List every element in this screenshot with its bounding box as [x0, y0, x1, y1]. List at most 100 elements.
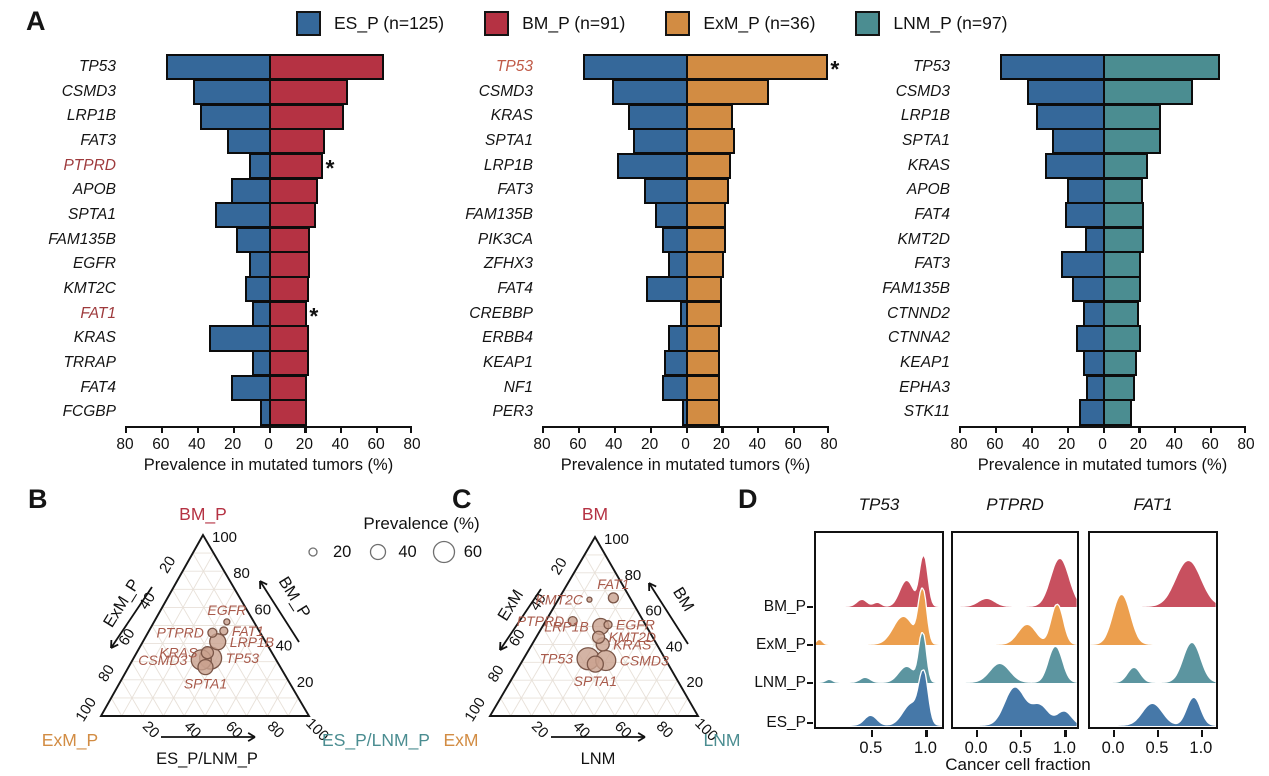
axis-tick-label: 40	[605, 436, 623, 453]
axis-tick-label: 60	[784, 436, 802, 453]
axis-tick-label: 40	[1022, 436, 1040, 453]
bar-lnm_p	[1102, 128, 1161, 155]
bar-es	[1079, 399, 1105, 426]
bar-bm_p	[268, 251, 311, 278]
axis-tick-label: 20	[1129, 436, 1147, 453]
ccf-tick	[1200, 730, 1204, 737]
ternary-tick-label: 20	[156, 553, 179, 576]
gene-point-label: CSMD3	[138, 652, 187, 668]
ccf-tick	[870, 730, 873, 737]
corner-label-top: BM_P	[179, 504, 227, 525]
axis-tick	[994, 426, 998, 433]
ccf-tick-label: 1.0	[1189, 739, 1213, 757]
axis-arrowhead	[499, 645, 508, 651]
ccf-tick-label: 1.0	[913, 739, 937, 757]
gene-label: KMT2D	[897, 230, 950, 248]
bar-es	[1075, 325, 1105, 352]
ternary-gridline	[151, 625, 206, 717]
gene-point-kmt2d	[591, 630, 606, 644]
bar-exm_p	[685, 226, 726, 253]
gene-point-label: FAT1	[232, 623, 264, 639]
ternary-gridline	[510, 679, 532, 717]
axis-tick	[1066, 426, 1069, 433]
axis-tick	[721, 426, 724, 433]
legend-item: LNM_P (n=97)	[855, 11, 1007, 36]
bar-es	[1072, 276, 1105, 303]
bar-es	[209, 325, 271, 352]
axis-tick	[1030, 426, 1033, 433]
axis-tick-label: 0	[1098, 436, 1107, 453]
ternary-tick-label: 40	[136, 589, 159, 612]
gene-point-fat1	[219, 626, 229, 636]
bar-bm_p	[268, 226, 311, 253]
gene-label: FAT3	[914, 255, 950, 273]
axis-arrowhead	[637, 736, 646, 742]
gene-point-label: FAT1	[597, 576, 629, 592]
bar-bm_p	[268, 325, 309, 352]
bar-bm_p	[268, 300, 307, 327]
ternary-gridline	[131, 661, 164, 717]
axis-tick	[1174, 426, 1177, 433]
axis-tick-label: 20	[641, 436, 659, 453]
ridge-title-fat1: FAT1	[1133, 495, 1173, 514]
gene-point-spta1	[586, 655, 604, 673]
ternary-tick-label: 40	[527, 591, 550, 614]
axis-tick-label: 40	[188, 436, 206, 453]
legend-item: ExM_P (n=36)	[665, 11, 815, 36]
bar-exm_p	[685, 202, 726, 229]
mirror-chart-es-vs-exm: TP53 CSMD3 KRAS SPTA1 LRP1B FAT3 FAM135B PIK3CA…	[442, 54, 839, 535]
ridge-svg	[953, 559, 1077, 727]
axis-tick-label: 80	[403, 436, 421, 453]
legend-label: ExM_P (n=36)	[703, 13, 816, 33]
bar-bm_p	[268, 399, 307, 426]
bar-es	[236, 226, 271, 253]
x-axis-title: Prevalence in mutated tumors (%)	[977, 456, 1228, 474]
ternary-axis-label: LNM	[581, 750, 616, 768]
axis-tick	[649, 426, 652, 433]
bar-bm_p	[268, 177, 318, 204]
gene-point-kmt2c	[586, 596, 593, 603]
ternary-gridline	[635, 662, 668, 717]
axis-tick-label: 60	[986, 436, 1004, 453]
gene-label: PER3	[492, 403, 534, 421]
bar-es	[227, 128, 271, 155]
ternary-gridline	[593, 626, 647, 717]
size-legend-value: 40	[398, 542, 417, 561]
bar-es	[214, 202, 271, 229]
gene-label: FAT4	[80, 378, 116, 396]
x-axis-title: Prevalence in mutated tumors (%)	[143, 456, 394, 474]
ternary-tick-label: 100	[72, 694, 100, 724]
axis-tick	[160, 426, 164, 433]
gene-label: PIK3CA	[477, 230, 533, 248]
gene-label: FAM135B	[465, 205, 533, 223]
axis-tick-label: 80	[116, 436, 134, 453]
size-legend-circle	[432, 540, 455, 564]
ternary-tick-label: 80	[264, 718, 288, 742]
ridge-row-tick	[807, 682, 813, 685]
bar-bm_p	[268, 276, 309, 303]
significance-asterisk: *	[830, 56, 840, 83]
gene-point-label: TP53	[540, 651, 574, 667]
axis-tick	[826, 426, 829, 433]
ternary-tick-label: 60	[254, 601, 271, 618]
bar-es	[611, 78, 688, 106]
gene-point-label: PTPRD	[156, 625, 203, 641]
ridge-title-ptprd: PTPRD	[986, 495, 1044, 514]
axis-tick-label: 60	[152, 436, 170, 453]
bar-plot-area: * * 80 60 40 20 0 20 40 60 80 Prevalence in mutated…	[116, 54, 421, 535]
axis-tick	[125, 426, 128, 433]
legend-label: LNM_P (n=97)	[893, 13, 1008, 33]
series-legend: ES_P (n=125) BM_P (n=91) ExM_P (n=36) LNM_P…	[296, 11, 1007, 36]
bar-exm_p	[685, 350, 721, 377]
gene-point-label: CSMD3	[620, 653, 669, 669]
axis-tick-label: 40	[748, 436, 766, 453]
axis-tick-label: 20	[1058, 436, 1076, 453]
bar-lnm_p	[1102, 202, 1145, 229]
ternary-tick-label: 60	[611, 718, 635, 742]
bar-es	[1066, 177, 1105, 204]
gene-point-label: LRP1B	[230, 634, 274, 650]
ternary-gridline	[521, 662, 553, 717]
ridge-fill-exm_p	[816, 588, 942, 645]
axis-tick	[685, 426, 688, 433]
ternary-gridline	[110, 697, 123, 717]
